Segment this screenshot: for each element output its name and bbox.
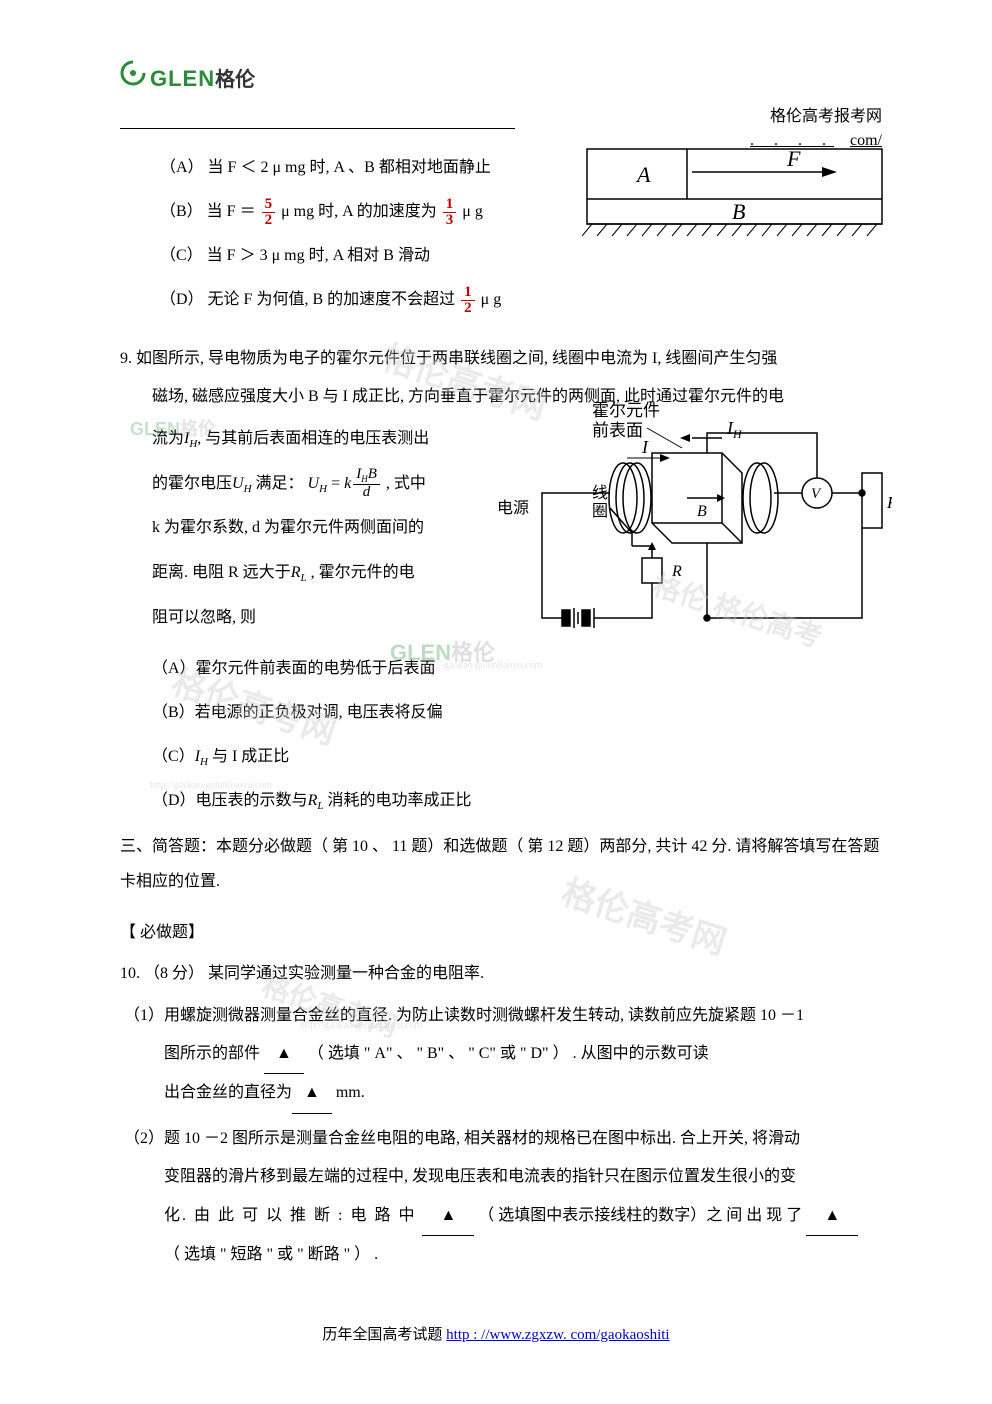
svg-text:圈: 圈	[592, 502, 608, 520]
q8-option-a: （A） 当 F ＜ 2 μ mg 时, A 、B 都相对地面静止	[160, 152, 880, 184]
page-content: （A） 当 F ＜ 2 μ mg 时, A 、B 都相对地面静止 （B） 当 F…	[120, 140, 880, 1280]
svg-text:B: B	[697, 503, 707, 520]
fraction-icon: 52	[262, 197, 276, 228]
svg-text:电源: 电源	[497, 499, 529, 517]
svg-text:V: V	[811, 486, 822, 502]
q8-option-b: （B） 当 F ＝ 52 μ mg 时, A 的加速度为 13 μ g	[160, 196, 880, 228]
q8-option-d: （D） 无论 F 为何值, B 的加速度不会超过 12 μ g	[160, 284, 880, 316]
q8-option-c: （C） 当 F ＞ 3 μ mg 时, A 相对 B 滑动	[160, 240, 880, 272]
logo-swirl-icon	[120, 60, 146, 94]
q9-number: 9.	[120, 350, 132, 367]
logo-glen-text: GLEN	[150, 66, 215, 91]
q10-sub1: （1）用螺旋测微器测量合金丝的直径. 为防止读数时测微螺杆发生转动, 读数前应先…	[124, 997, 880, 1114]
svg-text:IH: IH	[726, 418, 743, 441]
must-do-label: 【 必做题】	[120, 918, 880, 942]
svg-text:I: I	[641, 437, 649, 457]
q10-head: 10. （8 分） 某同学通过实验测量一种合金的电阻率.	[120, 956, 880, 991]
blank-fill-icon	[422, 1197, 474, 1236]
fraction-icon: 13	[443, 197, 457, 228]
svg-text:RL: RL	[886, 493, 892, 515]
q9-option-a: （A）霍尔元件前表面的电势低于后表面	[152, 653, 880, 685]
header-rule	[120, 128, 515, 129]
blank-fill-icon	[806, 1197, 858, 1236]
blank-fill-icon	[292, 1074, 332, 1113]
footer-link[interactable]: http : //www.zgxzw. com/gaokaoshiti	[446, 1327, 669, 1343]
fraction-icon: 12	[461, 285, 475, 316]
q9-option-d: （D）电压表的示数与RL 消耗的电功率成正比	[152, 785, 880, 817]
svg-text:前表面: 前表面	[592, 421, 643, 440]
footer-label: 历年全国高考试题	[322, 1327, 446, 1343]
svg-text:R: R	[671, 563, 682, 580]
header-source-name: 格伦高考报考网	[750, 105, 882, 129]
q9-option-c: （C）IH 与 I 成正比	[152, 741, 880, 773]
logo-cn-text: 格伦	[215, 69, 255, 91]
svg-text:霍尔元件: 霍尔元件	[592, 401, 660, 420]
section3-title: 三、简答题：本题分必做题（ 第 10 、 11 题）和选做题（ 第 12 题）两…	[120, 829, 880, 899]
q9-option-b: （B）若电源的正负极对调, 电压表将反偏	[152, 697, 880, 729]
page-footer: 历年全国高考试题 http : //www.zgxzw. com/gaokaos…	[0, 1323, 992, 1344]
blank-fill-icon	[264, 1035, 304, 1074]
brand-logo: GLEN格伦	[120, 60, 255, 94]
q10-sub2: （2）题 10 －2 图所示是测量合金丝电阻的电路, 相关器材的规格已在图中标出…	[124, 1120, 880, 1275]
q9-figure: 霍尔元件 前表面 IH B 线 圈 I	[492, 398, 892, 648]
